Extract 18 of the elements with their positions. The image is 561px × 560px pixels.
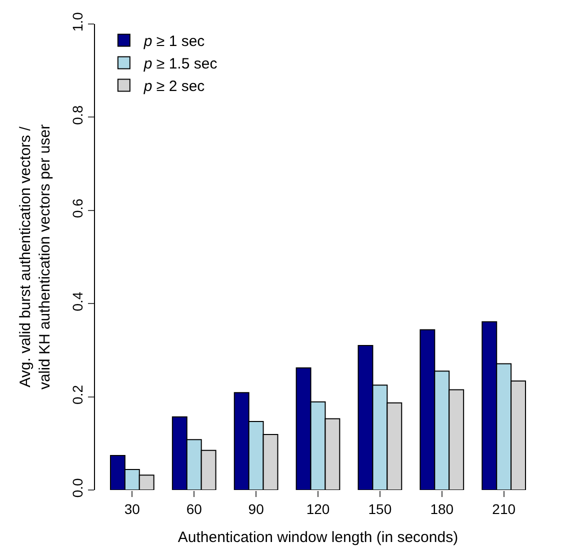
y-tick-label: 0.2 [69, 384, 86, 404]
x-tick-label: 60 [186, 500, 202, 517]
x-tick-label: 210 [492, 500, 516, 517]
x-tick-label: 150 [368, 500, 392, 517]
y-axis-title: Avg. valid burst authentication vectors / valid KH authentication vectors per user [17, 124, 54, 390]
x-axis-title: Authentication window length (in seconds) [178, 528, 458, 546]
y-tick-label: 0.4 [69, 292, 86, 312]
y-tick-label: 0.8 [69, 105, 86, 125]
x-tick-label: 120 [306, 500, 330, 517]
legend-label: p ≥ 2 sec [142, 78, 206, 96]
y-tick-label: 0.0 [69, 478, 86, 498]
legend-label: p ≥ 1.5 sec [142, 56, 218, 73]
y-tick-label: 0.6 [69, 198, 86, 218]
y-tick-label: 1.0 [69, 12, 86, 32]
x-tick-label: 90 [248, 500, 264, 517]
legend-label: p ≥ 1 sec [142, 33, 206, 50]
x-tick-label: 180 [430, 500, 454, 517]
x-tick-label: 30 [124, 500, 140, 517]
